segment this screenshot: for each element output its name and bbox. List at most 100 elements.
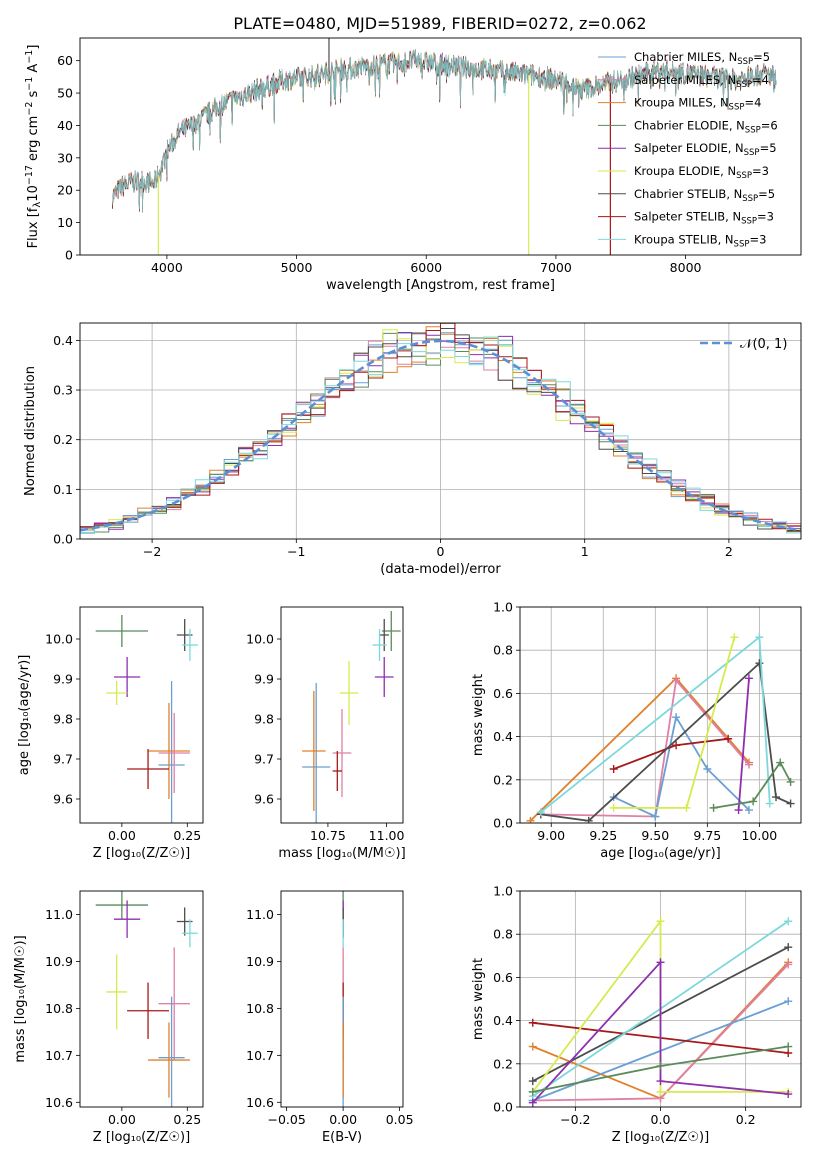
x-tick-label: 0.25 (173, 828, 201, 843)
x-tick-label: 0.00 (108, 1112, 136, 1127)
plot-frame (280, 890, 404, 1108)
weight-line-salp_elodie (532, 959, 789, 1104)
weight-marker-krou_elodie (730, 633, 739, 642)
x-tick-label: −0.05 (267, 1112, 305, 1127)
y-tick-label: 10.8 (45, 1001, 73, 1016)
y-tick-label: 10.7 (246, 1048, 274, 1063)
x-tick-label: 2 (725, 544, 733, 559)
weight-marker-salp_stelib (672, 741, 681, 750)
y-tick-label: 60 (57, 53, 73, 68)
legend-text: =3 (749, 232, 766, 246)
legend-label-salp_stelib: Salpeter STELIB, NSSP=3 (634, 210, 774, 227)
weight-marker-krou_stelib (536, 808, 545, 817)
weight-marker-salp_elodie (744, 674, 753, 683)
plot-area (95, 891, 198, 1107)
y-tick-label: 9.7 (254, 752, 274, 767)
x-tick-label: 9.75 (693, 828, 721, 843)
legend-text: =5 (753, 50, 770, 64)
x-tick-label: 9.00 (537, 828, 565, 843)
y-tick-label: 10.7 (45, 1048, 73, 1063)
x-axis-label: age [log₁₀(age/yr)] (600, 846, 721, 861)
weight-marker-chab_elodie (776, 758, 785, 767)
plot-area (528, 917, 793, 1107)
weight-marker-chab_miles (672, 713, 681, 722)
y-tick-label: 0.6 (493, 970, 513, 985)
y-tick-label: 9.6 (53, 792, 73, 807)
x-tick-label: 10.75 (310, 828, 346, 843)
weight-vs-age-panel: 9.00 9.25 9.50 9.75 10.00 0.0 0.2 0.4 0.6 0.8 1.0 a… (471, 600, 802, 861)
legend-label-krou_miles: Kroupa MILES, NSSP=4 (634, 96, 761, 113)
weight-marker-salp_elodie (734, 806, 743, 815)
legend-text: =4 (752, 73, 769, 87)
legend-sub: SSP (745, 125, 761, 135)
legend-label-krou_stelib: Kroupa STELIB, NSSP=3 (634, 232, 766, 249)
y-axis-label: Normed distribution (23, 366, 38, 496)
y-axis-label: mass weight (471, 958, 486, 1040)
figure-title: PLATE=0480, MJD=51989, FIBERID=0272, z=0… (233, 14, 646, 33)
x-tick-label: −1 (287, 544, 305, 559)
x-tick-label: 0.00 (108, 828, 136, 843)
x-tick-label: 6000 (410, 260, 442, 275)
y-tick-label: 11.0 (246, 907, 274, 922)
plot-area (302, 611, 401, 823)
legend-text: =3 (757, 210, 774, 224)
y-tick-label: 11.0 (45, 907, 73, 922)
weight-marker-chab_miles (744, 806, 753, 815)
y-tick-label: 0.2 (493, 772, 513, 787)
legend-label-chab_elodie: Chabrier ELODIE, NSSP=6 (634, 118, 778, 135)
x-tick-label: 4000 (151, 260, 183, 275)
y-tick-label: 9.9 (254, 672, 274, 687)
legend-label-chab_stelib: Chabrier STELIB, NSSP=5 (634, 187, 775, 204)
y-tick-label: 0.4 (493, 729, 513, 744)
legend-text: =5 (758, 187, 775, 201)
legend-sub: SSP (736, 171, 752, 181)
x-tick-label: 9.50 (641, 828, 669, 843)
y-tick-label: 10.0 (45, 632, 73, 647)
histogram-salp_stelib (80, 323, 801, 539)
x-tick-label: 0.0 (651, 1112, 671, 1127)
plot-area (526, 633, 795, 823)
weight-marker-salp_elodie (784, 1090, 793, 1099)
legend-text: =5 (760, 141, 777, 155)
plot-area (112, 38, 777, 255)
weight-marker-krou_elodie (609, 803, 618, 812)
legend-text: Kroupa MILES, N (634, 96, 729, 110)
x-tick-label: 8000 (670, 260, 702, 275)
y-tick-label: 10.9 (45, 954, 73, 969)
legend-sub: SSP (737, 57, 753, 67)
y-tick-label: 40 (57, 118, 73, 133)
y-tick-label: 30 (57, 150, 73, 165)
weight-marker-chab_stelib (755, 659, 764, 668)
weight-marker-salp_stelib (724, 734, 733, 743)
weight-marker-chab_elodie (528, 1087, 537, 1096)
x-tick-label: 0.05 (386, 1112, 414, 1127)
y-axis-label-part: λ (32, 202, 43, 208)
weight-marker-chab_elodie (709, 803, 718, 812)
y-axis-label-part: 10 (26, 185, 41, 202)
spectrum-panel: 4000 5000 6000 7000 8000 0 10 20 30 40 50 60 wavelen… (24, 37, 802, 293)
plot-frame (280, 606, 404, 824)
spectrum-line-krou_stelib (112, 49, 777, 212)
y-tick-label: 0.2 (53, 432, 73, 447)
legend-sub: SSP (744, 148, 760, 158)
weight-marker-salp_stelib (528, 1018, 537, 1027)
legend-text: Chabrier STELIB, N (634, 187, 742, 201)
weight-marker-chab_elodie (784, 1042, 793, 1051)
y-tick-label: 0.3 (53, 383, 73, 398)
x-tick-label: 5000 (281, 260, 313, 275)
residuals-panel: −2 −1 0 1 2 0.0 0.1 0.2 0.3 0.4 (data-model)/error… (23, 322, 802, 577)
y-axis-label: age [log₁₀(age/yr)] (17, 655, 32, 776)
y-axis-label: Flux [fλ10−17 erg cm−2 s−1 A−1] (24, 45, 43, 249)
weight-marker-salp_miles (744, 760, 753, 769)
x-axis-label: Z [log₁₀(Z/Z☉)] (93, 1130, 190, 1145)
mass-vs-metallicity-panel: 0.00 0.25 10.6 10.7 10.8 10.9 11.0 Z [log₁₀(Z/Z… (13, 890, 204, 1145)
y-tick-label: 0.8 (493, 643, 513, 658)
y-tick-label: 10.9 (246, 954, 274, 969)
x-tick-label: −0.2 (560, 1112, 590, 1127)
y-tick-label: 9.8 (53, 712, 73, 727)
y-axis-label-part: −2 (24, 102, 35, 116)
y-tick-label: 20 (57, 183, 73, 198)
x-axis-label: Z [log₁₀(Z/Z☉)] (612, 1130, 709, 1145)
legend-text: Kroupa ELODIE, N (634, 164, 736, 178)
